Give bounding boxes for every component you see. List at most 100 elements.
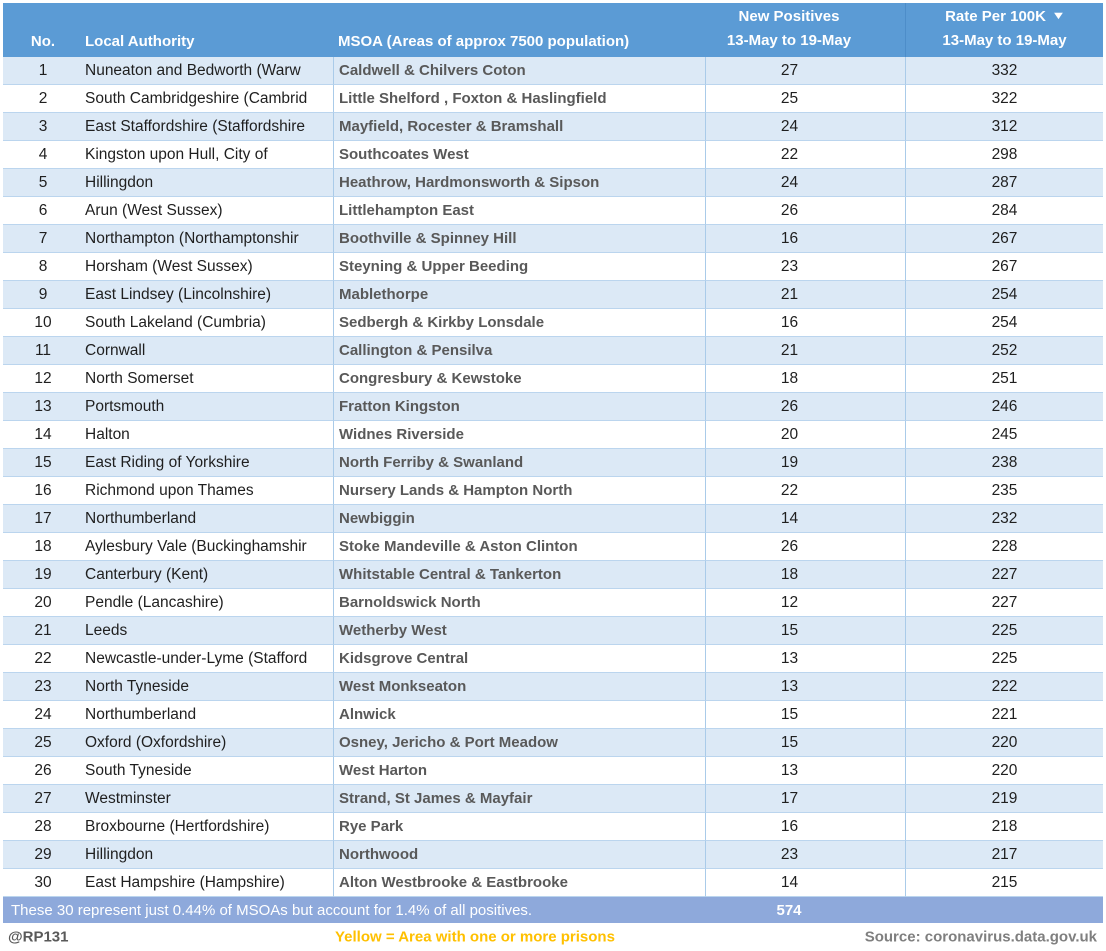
msoa-cell: Heathrow, Hardmonsworth & Sipson <box>333 169 705 197</box>
prison-legend: Yellow = Area with one or more prisons <box>335 928 615 946</box>
table-row: 20 Pendle (Lancashire) Barnoldswick Nort… <box>3 589 1103 617</box>
table-row: 14 Halton Widnes Riverside 20 245 <box>3 421 1103 449</box>
local-authority-cell: Leeds <box>83 617 333 645</box>
msoa-cell: Barnoldswick North <box>333 589 705 617</box>
table-row: 11 Cornwall Callington & Pensilva 21 252 <box>3 337 1103 365</box>
table-header-row: No. Local Authority MSOA (Areas of appro… <box>3 3 1103 57</box>
msoa-cell: Mayfield, Rocester & Bramshall <box>333 113 705 141</box>
table-row: 6 Arun (West Sussex) Littlehampton East … <box>3 197 1103 225</box>
table-row: 19 Canterbury (Kent) Whitstable Central … <box>3 561 1103 589</box>
msoa-cell: Littlehampton East <box>333 197 705 225</box>
rate-cell: 238 <box>905 449 1103 477</box>
new-positives-cell: 27 <box>705 57 905 85</box>
msoa-cell: West Monkseaton <box>333 673 705 701</box>
table-row: 27 Westminster Strand, St James & Mayfai… <box>3 785 1103 813</box>
msoa-cell: Newbiggin <box>333 505 705 533</box>
rate-cell: 220 <box>905 729 1103 757</box>
row-number-cell: 2 <box>3 85 83 113</box>
msoa-cell: Congresbury & Kewstoke <box>333 365 705 393</box>
row-number-cell: 20 <box>3 589 83 617</box>
new-positives-cell: 16 <box>705 813 905 841</box>
row-number-cell: 5 <box>3 169 83 197</box>
rate-cell: 322 <box>905 85 1103 113</box>
table-row: 12 North Somerset Congresbury & Kewstoke… <box>3 365 1103 393</box>
local-authority-cell: East Staffordshire (Staffordshire <box>83 113 333 141</box>
local-authority-cell: North Somerset <box>83 365 333 393</box>
local-authority-cell: Richmond upon Thames <box>83 477 333 505</box>
footer-bar: @RP131 Yellow = Area with one or more pr… <box>3 923 1103 951</box>
local-authority-cell: Oxford (Oxfordshire) <box>83 729 333 757</box>
table-row: 26 South Tyneside West Harton 13 220 <box>3 757 1103 785</box>
table-row: 10 South Lakeland (Cumbria) Sedbergh & K… <box>3 309 1103 337</box>
msoa-cell: Nursery Lands & Hampton North <box>333 477 705 505</box>
table-row: 4 Kingston upon Hull, City of Southcoate… <box>3 141 1103 169</box>
table-row: 23 North Tyneside West Monkseaton 13 222 <box>3 673 1103 701</box>
msoa-cell: Whitstable Central & Tankerton <box>333 561 705 589</box>
local-authority-cell: Northampton (Northamptonshir <box>83 225 333 253</box>
rate-cell: 284 <box>905 197 1103 225</box>
local-authority-cell: Portsmouth <box>83 393 333 421</box>
msoa-cell: Widnes Riverside <box>333 421 705 449</box>
table-body: 1 Nuneaton and Bedworth (Warw Caldwell &… <box>3 57 1103 897</box>
table-row: 24 Northumberland Alnwick 15 221 <box>3 701 1103 729</box>
header-label-new-positives: New Positives <box>738 8 840 25</box>
new-positives-cell: 21 <box>705 337 905 365</box>
rate-cell: 225 <box>905 617 1103 645</box>
msoa-cell: Mablethorpe <box>333 281 705 309</box>
new-positives-cell: 13 <box>705 673 905 701</box>
rate-cell: 232 <box>905 505 1103 533</box>
msoa-cell: Callington & Pensilva <box>333 337 705 365</box>
header-cell-rate[interactable]: Rate Per 100K ▼ 13-May to 19-May <box>905 3 1103 57</box>
new-positives-cell: 24 <box>705 113 905 141</box>
msoa-cell: Little Shelford , Foxton & Haslingfield <box>333 85 705 113</box>
header-label-no: No. <box>30 33 56 50</box>
table-row: 8 Horsham (West Sussex) Steyning & Upper… <box>3 253 1103 281</box>
table-row: 17 Northumberland Newbiggin 14 232 <box>3 505 1103 533</box>
rate-cell: 252 <box>905 337 1103 365</box>
msoa-cell: Wetherby West <box>333 617 705 645</box>
local-authority-cell: Hillingdon <box>83 169 333 197</box>
row-number-cell: 19 <box>3 561 83 589</box>
row-number-cell: 16 <box>3 477 83 505</box>
new-positives-cell: 20 <box>705 421 905 449</box>
author-handle: @RP131 <box>8 928 69 946</box>
new-positives-cell: 16 <box>705 309 905 337</box>
table-row: 13 Portsmouth Fratton Kingston 26 246 <box>3 393 1103 421</box>
row-number-cell: 24 <box>3 701 83 729</box>
row-number-cell: 21 <box>3 617 83 645</box>
header-label-local-authority: Local Authority <box>85 33 195 50</box>
local-authority-cell: Aylesbury Vale (Buckinghamshir <box>83 533 333 561</box>
row-number-cell: 27 <box>3 785 83 813</box>
rate-cell: 228 <box>905 533 1103 561</box>
new-positives-cell: 14 <box>705 505 905 533</box>
msoa-cell: Strand, St James & Mayfair <box>333 785 705 813</box>
new-positives-cell: 25 <box>705 85 905 113</box>
msoa-cell: Boothville & Spinney Hill <box>333 225 705 253</box>
new-positives-cell: 18 <box>705 365 905 393</box>
local-authority-cell: Kingston upon Hull, City of <box>83 141 333 169</box>
new-positives-cell: 22 <box>705 141 905 169</box>
header-cell-new-positives: New Positives 13-May to 19-May <box>705 3 905 57</box>
new-positives-cell: 23 <box>705 841 905 869</box>
sort-descending-icon[interactable]: ▼ <box>1051 10 1066 22</box>
source-credit: Source: coronavirus.data.gov.uk <box>864 928 1097 946</box>
row-number-cell: 28 <box>3 813 83 841</box>
local-authority-cell: East Riding of Yorkshire <box>83 449 333 477</box>
local-authority-cell: Northumberland <box>83 701 333 729</box>
summary-empty-cell <box>905 897 1103 923</box>
row-number-cell: 1 <box>3 57 83 85</box>
new-positives-cell: 15 <box>705 701 905 729</box>
table-row: 29 Hillingdon Northwood 23 217 <box>3 841 1103 869</box>
local-authority-cell: South Lakeland (Cumbria) <box>83 309 333 337</box>
rate-cell: 225 <box>905 645 1103 673</box>
row-number-cell: 22 <box>3 645 83 673</box>
table-row: 25 Oxford (Oxfordshire) Osney, Jericho &… <box>3 729 1103 757</box>
local-authority-cell: Horsham (West Sussex) <box>83 253 333 281</box>
table-row: 30 East Hampshire (Hampshire) Alton West… <box>3 869 1103 897</box>
table-row: 15 East Riding of Yorkshire North Ferrib… <box>3 449 1103 477</box>
rate-cell: 246 <box>905 393 1103 421</box>
msoa-cell: Stoke Mandeville & Aston Clinton <box>333 533 705 561</box>
rate-cell: 254 <box>905 281 1103 309</box>
msoa-cell: Alton Westbrooke & Eastbrooke <box>333 869 705 897</box>
